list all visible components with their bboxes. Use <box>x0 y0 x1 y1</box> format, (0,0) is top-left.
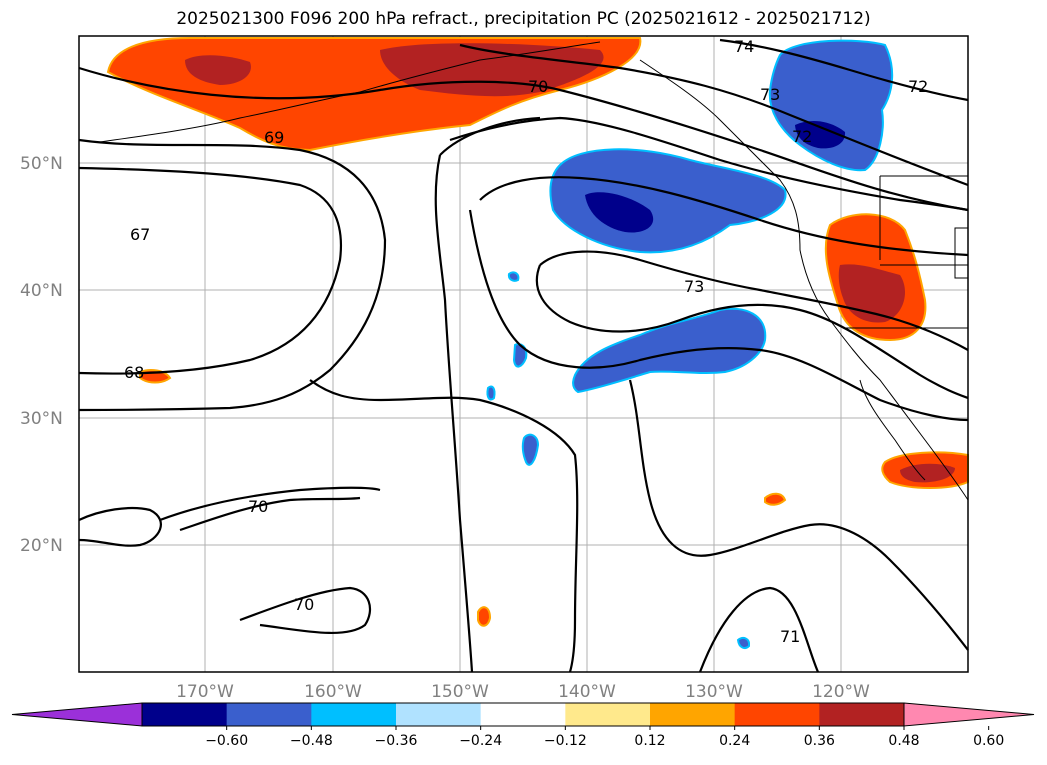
lon-label: 160°W <box>304 682 362 702</box>
lon-label: 170°W <box>176 682 234 702</box>
colorbar-tick-label: −0.24 <box>459 733 502 749</box>
longitude-labels: 170°W 160°W 150°W 140°W 130°W 120°W <box>176 682 870 702</box>
colorbar-tick-label: 0.60 <box>973 733 1004 749</box>
precip-core-mexico <box>900 463 955 483</box>
colorbar-tick-label: −0.12 <box>544 733 587 749</box>
contour-label: 73 <box>760 85 780 104</box>
contour-label: 73 <box>684 277 704 296</box>
colorbar-segment <box>819 703 905 726</box>
map-frame <box>78 35 969 673</box>
contour-label: 70 <box>294 595 314 614</box>
lon-label: 140°W <box>558 682 616 702</box>
contour-label: 74 <box>734 37 754 56</box>
colorbar-outline <box>141 702 905 727</box>
colorbar-tick-label: 0.12 <box>634 733 665 749</box>
lat-label: 50°N <box>20 154 63 174</box>
colorbar-segment <box>565 703 651 726</box>
lon-label: 120°W <box>812 682 870 702</box>
contour-label: 69 <box>264 128 284 147</box>
colorbar-tick-label: −0.48 <box>290 733 333 749</box>
lat-label: 20°N <box>20 536 63 556</box>
colorbar-segment <box>650 703 736 726</box>
contour-label: 70 <box>528 77 548 96</box>
precip-core-california <box>838 264 905 323</box>
contour-label: 72 <box>792 127 812 146</box>
lat-label: 40°N <box>20 281 63 301</box>
colorbar-segment <box>396 703 482 726</box>
colorbar: −0.60 −0.48 −0.36 −0.24 −0.12 0.12 0.24 0.36 0.4… <box>11 702 1035 749</box>
contour-labels: 74 70 73 72 72 69 67 73 68 70 70 71 <box>124 37 928 646</box>
precip-navy-bc-coast <box>795 120 846 149</box>
colorbar-tick-label: 0.24 <box>719 733 750 749</box>
colorbar-extend-low <box>11 702 143 727</box>
colorbar-segment <box>311 703 397 726</box>
colorbar-tick-label: 0.48 <box>888 733 919 749</box>
precip-navy-gulf-alaska <box>585 192 654 233</box>
colorbar-extend-high <box>903 702 1035 727</box>
precip-positive-areas <box>106 37 969 627</box>
lat-label: 30°N <box>20 409 63 429</box>
map-title: 2025021300 F096 200 hPa refract., precip… <box>176 9 871 29</box>
colorbar-segment <box>734 703 820 726</box>
contour-label: 67 <box>130 225 150 244</box>
lon-label: 130°W <box>685 682 743 702</box>
colorbar-segment <box>142 703 228 726</box>
contour-label: 71 <box>780 627 800 646</box>
latitude-labels: 50°N 40°N 30°N 20°N <box>20 154 63 556</box>
colorbar-tick-label: 0.36 <box>804 733 835 749</box>
precip-core-small <box>185 55 251 85</box>
contour-label: 72 <box>908 77 928 96</box>
precip-blue-bc-coast <box>768 39 894 172</box>
contour-label: 70 <box>248 497 268 516</box>
lon-label: 150°W <box>431 682 489 702</box>
colorbar-tick-label: −0.36 <box>375 733 418 749</box>
colorbar-segment <box>480 703 566 726</box>
contour-lines <box>78 38 969 673</box>
colorbar-segment <box>226 703 312 726</box>
colorbar-tick-label: −0.60 <box>205 733 248 749</box>
contour-label: 68 <box>124 363 144 382</box>
precip-blue-subtropical <box>572 307 767 394</box>
precip-blue-gulf-alaska <box>549 148 787 254</box>
